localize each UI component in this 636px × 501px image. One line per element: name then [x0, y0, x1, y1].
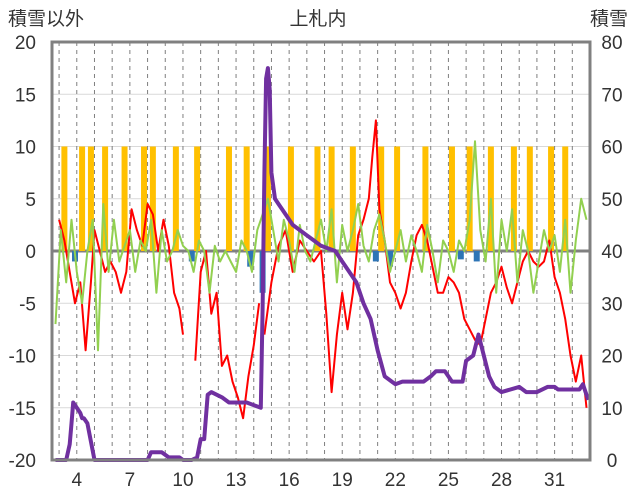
left-tick-label: -20 [9, 451, 36, 472]
x-tick-label: 13 [225, 470, 246, 491]
bar-snowfall [448, 146, 455, 251]
right-tick-label: 70 [601, 85, 622, 106]
x-tick-label: 16 [279, 470, 300, 491]
line-series [54, 66, 591, 462]
bar-snowfall [102, 146, 109, 251]
chart-title: 上札内 [289, 8, 346, 30]
left-tick-label: 20 [15, 33, 36, 54]
plot-frame [50, 40, 592, 462]
x-tick-label: 22 [385, 470, 406, 491]
right-tick-label: 20 [601, 347, 622, 368]
left-tick-label: 0 [25, 242, 36, 263]
bar-snowfall [243, 146, 250, 251]
right-tick-label: 30 [601, 294, 622, 315]
bar-snowfall [61, 146, 68, 251]
bar-snowfall [79, 146, 86, 251]
bar-snowfall [328, 146, 335, 251]
x-tick-label: 4 [71, 470, 82, 491]
x-ticks: 4 7 10 13 16 19 22 25 28 31 [71, 470, 565, 491]
bar-rain [457, 251, 464, 260]
line-temperature [58, 203, 184, 352]
left-tick-label: -10 [9, 347, 36, 368]
right-tick-label: 0 [607, 451, 618, 472]
bar-snowfall [562, 146, 569, 251]
left-tick-label: -5 [19, 294, 36, 315]
left-tick-label: 10 [15, 138, 36, 159]
right-axis-label: 積雪 [590, 8, 628, 30]
bar-snowfall [422, 146, 429, 251]
bar-rain [372, 251, 379, 262]
bar-rain [473, 251, 480, 262]
right-tick-label: 50 [601, 190, 622, 211]
x-tick-label: 28 [491, 470, 512, 491]
bar-snowfall [287, 146, 294, 251]
bar-snowfall [466, 146, 473, 251]
x-tick-label: 10 [172, 470, 193, 491]
plot-border [50, 40, 592, 462]
left-axis-label: 積雪以外 [8, 8, 84, 30]
left-tick-label: 5 [25, 190, 36, 211]
bar-snowfall [225, 146, 232, 251]
bar-snowfall [121, 146, 128, 251]
right-tick-label: 80 [601, 33, 622, 54]
line-temperature [194, 250, 261, 420]
bar-snowfall [349, 146, 356, 251]
bar-snowfall [548, 146, 555, 251]
line-temperature [263, 119, 588, 408]
left-y-ticks: 20 15 10 5 0 -5 -10 -15 -20 [9, 33, 36, 472]
right-tick-label: 40 [601, 242, 622, 263]
x-tick-label: 19 [332, 470, 353, 491]
x-tick-label: 31 [544, 470, 565, 491]
bar-snowfall [194, 146, 201, 251]
x-tick-label: 25 [438, 470, 459, 491]
bar-snowfall [394, 146, 401, 251]
bar-snowfall [314, 146, 321, 251]
x-tick-label: 7 [125, 470, 136, 491]
right-tick-label: 10 [601, 399, 622, 420]
bar-snowfall [87, 146, 94, 251]
line-other [54, 140, 588, 352]
bar-snowfall [510, 146, 517, 251]
bar-rain [247, 251, 254, 267]
bar-snowfall [172, 146, 179, 251]
bar-snowfall [141, 146, 148, 251]
left-tick-label: -15 [9, 399, 36, 420]
right-tick-label: 60 [601, 138, 622, 159]
bar-rain [387, 251, 394, 267]
left-tick-label: 15 [15, 85, 36, 106]
bar-snowfall [526, 146, 533, 251]
line-snow_depth [55, 66, 591, 462]
bar-snowfall [378, 146, 385, 251]
right-y-ticks: 80 70 60 50 40 30 20 10 0 [601, 33, 622, 472]
bar-snowfall [149, 146, 156, 251]
bar-rain [188, 251, 195, 262]
